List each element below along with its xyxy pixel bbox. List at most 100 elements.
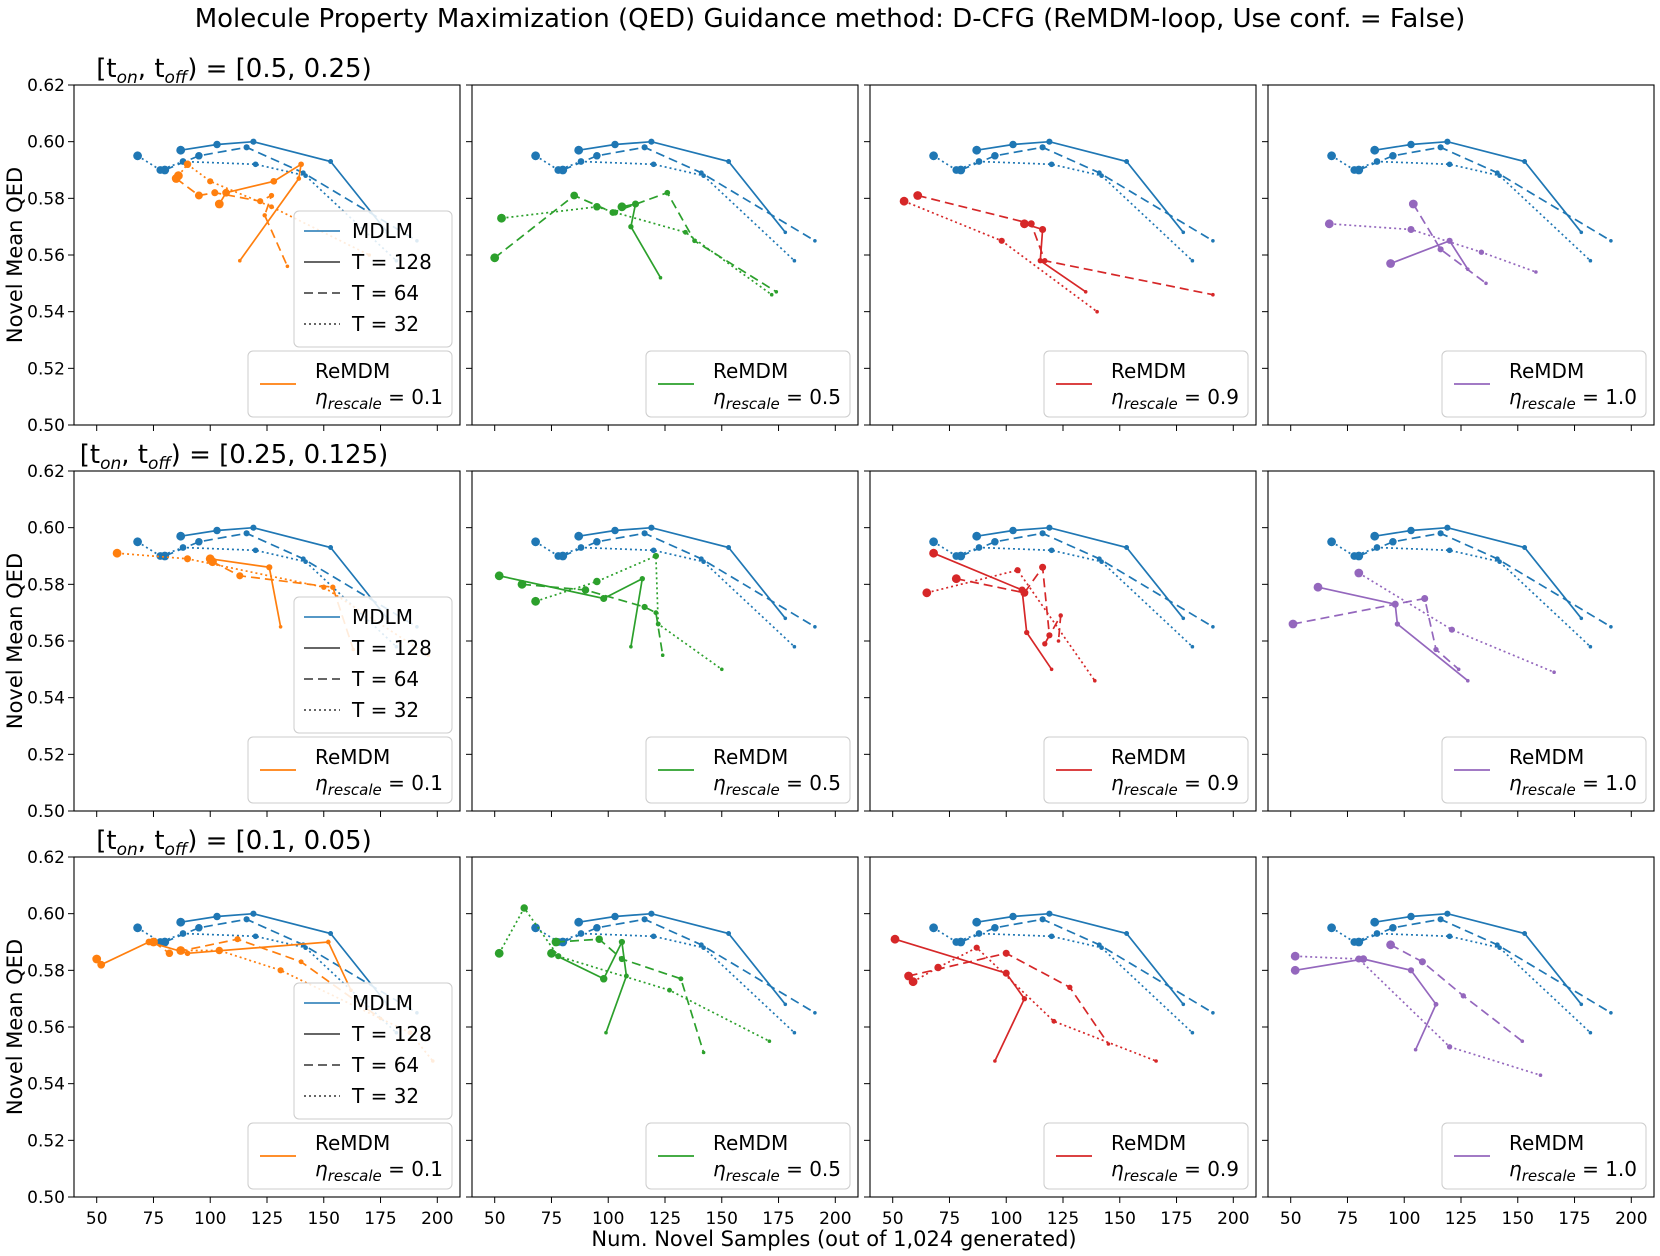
mdlm-T128-point	[611, 526, 619, 535]
eta-subscript: rescale	[1124, 395, 1178, 413]
remdm-eta0.9-T32-point	[1095, 309, 1099, 314]
mdlm-T128-point	[176, 917, 186, 927]
mdlm-T128-point	[328, 545, 334, 550]
remdm-eta0.1-T32-point	[277, 967, 284, 974]
row-title-part: , t	[121, 440, 148, 470]
mdlm-T32-point	[650, 933, 657, 940]
mdlm-T64-point	[1211, 625, 1215, 629]
mdlm-T32-point	[952, 166, 961, 174]
y-tick-label: 0.60	[27, 905, 65, 925]
x-tick-label: 125	[1445, 1209, 1477, 1229]
legend-eta-label: ηrescale = 0.9	[1111, 1157, 1239, 1185]
eta-subscript: rescale	[1522, 395, 1576, 413]
remdm-eta0.5-T128-point	[604, 1030, 608, 1035]
mdlm-T32-point	[303, 173, 308, 179]
remdm-eta0.1-T64-point	[208, 557, 217, 567]
legend-label-t32: T = 32	[351, 312, 419, 336]
legend-label-t32: T = 32	[351, 698, 419, 722]
mdlm-T32-point	[303, 945, 308, 951]
remdm-eta0.1-T128-point	[92, 954, 102, 964]
remdm-eta1.0-T64-point	[1456, 667, 1461, 672]
mdlm-T128-point	[1522, 545, 1528, 550]
mdlm-T32-point	[701, 945, 706, 951]
mdlm-T64-point	[243, 530, 250, 537]
mdlm-T128-point	[972, 145, 982, 155]
eta-value: = 1.0	[1576, 1157, 1637, 1181]
remdm-eta0.1-T64-point	[211, 189, 219, 197]
eta-value: = 0.5	[780, 385, 841, 409]
row-title-part: [t	[96, 826, 116, 856]
mdlm-T128-point	[1444, 524, 1451, 531]
x-tick-label: 50	[1280, 1209, 1302, 1229]
remdm-eta0.1-T32-point	[321, 584, 327, 590]
remdm-eta1.0-T64-point	[1386, 940, 1395, 950]
row-title: [ton, toff) = [0.25, 0.125)	[80, 440, 389, 474]
remdm-eta0.9-T128-point	[1083, 290, 1088, 294]
row-title-part: off	[165, 68, 189, 88]
mdlm-T128-point	[1370, 145, 1380, 155]
eta-subscript: rescale	[726, 395, 780, 413]
remdm-eta1.0-T64-point	[1437, 246, 1444, 253]
panel-r2-c1: 0.50 0.52 0.54 0.56 0.58 0.60 0.62 Novel Mean Q…	[3, 462, 461, 822]
remdm-eta0.9-T64-point	[1027, 220, 1035, 228]
legend-label-t64: T = 64	[351, 1053, 419, 1077]
remdm-eta1.0-T64-point	[1288, 619, 1298, 629]
remdm-eta0.5-T32-point	[682, 229, 688, 235]
row-title: [ton, toff) = [0.5, 0.25)	[96, 54, 371, 88]
remdm-eta0.1-T64-point	[236, 572, 244, 580]
remdm-eta0.5-T32-point	[593, 577, 601, 586]
panel-r1-c1: 0.50 0.52 0.54 0.56 0.58 0.60 0.62 Novel Mean Q…	[3, 76, 461, 436]
mdlm-T32-line	[1331, 155, 1591, 262]
mdlm-T128-point	[1181, 616, 1186, 621]
mdlm-T32-point	[156, 166, 165, 174]
remdm-eta1.0-T64-point	[1520, 1039, 1525, 1043]
remdm-eta0.9-T64-point	[1002, 949, 1010, 957]
remdm-eta0.5-T128-line	[621, 202, 662, 279]
remdm-eta0.9-T32-point	[934, 963, 942, 972]
legend-label-t64: T = 64	[351, 667, 419, 691]
remdm-eta0.5-T32-point	[667, 987, 672, 993]
mdlm-T128-point	[972, 917, 982, 927]
x-tick-label: 75	[939, 1209, 961, 1229]
mdlm-T32-line	[535, 155, 795, 262]
mdlm-T32-point	[1190, 644, 1195, 649]
remdm-eta0.9-T32-point	[1093, 678, 1097, 683]
eta-symbol: η	[713, 385, 726, 409]
legend-remdm-label: ReMDM	[315, 359, 390, 383]
remdm-eta0.1-T32-line	[180, 949, 434, 1062]
mdlm-T32-point	[531, 537, 540, 547]
remdm-eta0.5-T128-point	[628, 224, 634, 230]
remdm-eta0.9-T128-line	[933, 552, 1053, 670]
mdlm-T128-point	[783, 616, 788, 621]
mdlm-T64-point	[991, 538, 999, 546]
legend-box	[293, 596, 453, 734]
mdlm-T64-point	[641, 144, 648, 151]
x-tick-label: 75	[143, 1209, 165, 1229]
y-tick-label: 0.62	[27, 848, 65, 868]
mdlm-T32-point	[1373, 930, 1381, 937]
x-tick-label: 50	[86, 1209, 108, 1229]
mdlm-T32-point	[252, 161, 259, 168]
remdm-eta1.0-T32-point	[1324, 219, 1334, 229]
legend-box	[1043, 736, 1249, 804]
mdlm-T32-point	[792, 258, 797, 263]
mdlm-T32-point	[929, 537, 938, 547]
remdm-eta0.5-T128-point	[599, 975, 608, 983]
mdlm-T32-line	[535, 927, 795, 1034]
y-tick-label: 0.58	[27, 575, 65, 595]
x-tick-label: 125	[251, 1209, 283, 1229]
x-tick-label: 150	[1104, 1209, 1136, 1229]
remdm-eta1.0-T32-point	[1552, 670, 1556, 674]
mdlm-T32-line	[1331, 927, 1591, 1034]
mdlm-T32-point	[554, 166, 563, 174]
mdlm-T64-point	[813, 239, 817, 243]
mdlm-T32-point	[531, 923, 540, 933]
mdlm-T128-point	[1579, 1002, 1584, 1007]
mdlm-T64-point	[1389, 538, 1397, 546]
x-tick-label: 100	[1388, 1209, 1420, 1229]
figure-title: Molecule Property Maximization (QED) Gui…	[195, 4, 1466, 34]
remdm-eta0.9-T64-point	[1106, 1042, 1111, 1046]
